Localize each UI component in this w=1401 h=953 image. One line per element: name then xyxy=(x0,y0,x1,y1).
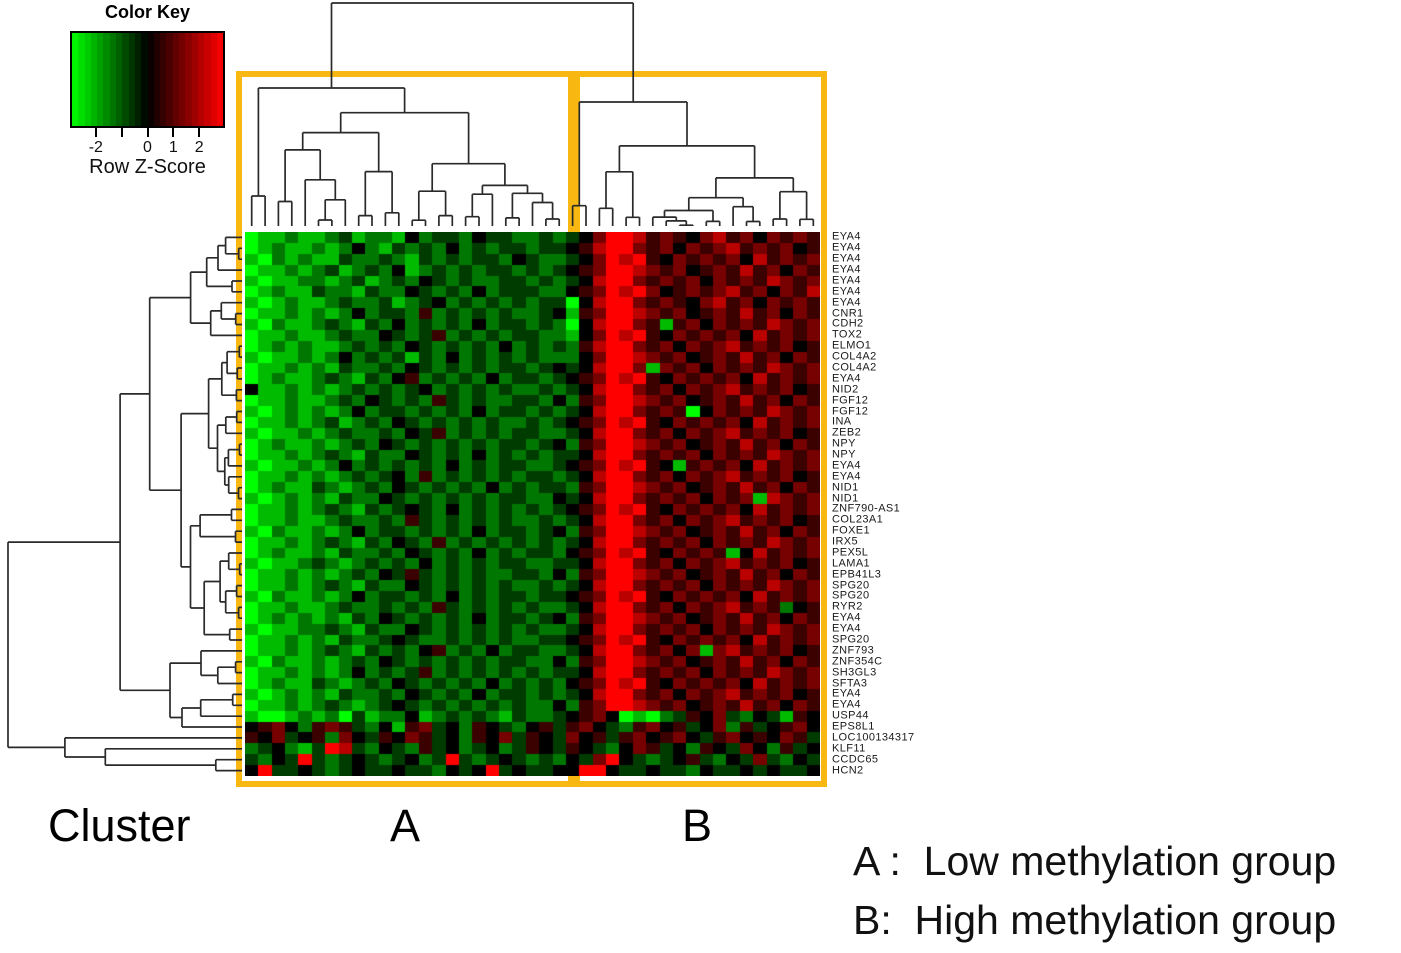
color-key-band xyxy=(84,33,91,126)
dendrogram-lines xyxy=(7,2,815,772)
gene-label: NID2 xyxy=(832,383,859,396)
cluster-b-label: B xyxy=(681,800,713,851)
gene-label: EYA4 xyxy=(832,459,861,472)
gene-label: EYA4 xyxy=(832,372,861,385)
gene-label: ZNF793 xyxy=(832,644,875,657)
color-key-tick-label: 0 xyxy=(143,139,152,156)
color-key-band xyxy=(134,33,142,126)
gene-label: EYA4 xyxy=(832,687,861,700)
gene-label: ELMO1 xyxy=(832,339,872,352)
gene-label: SPG20 xyxy=(832,589,870,602)
gene-label: EYA4 xyxy=(832,241,861,254)
color-key-band xyxy=(128,33,135,126)
gene-label: EYA4 xyxy=(832,285,861,298)
color-key-band xyxy=(78,33,85,126)
gene-label: EPB41L3 xyxy=(832,568,882,581)
gene-label: NID1 xyxy=(832,492,859,505)
color-key-title: Color Key xyxy=(104,2,191,22)
gene-label: NPY xyxy=(832,448,856,461)
color-key-band xyxy=(153,33,161,126)
color-key-band xyxy=(204,33,211,126)
gene-label: ZNF790-AS1 xyxy=(832,502,901,515)
color-key-band xyxy=(179,33,186,126)
color-key-tick xyxy=(94,128,97,137)
gene-label: SH3GL3 xyxy=(832,666,877,679)
color-key-band xyxy=(122,33,129,126)
legend-low-methylation: A : Low methylation group xyxy=(853,838,1337,884)
color-key-band xyxy=(216,33,224,126)
gene-label: CCDC65 xyxy=(832,753,879,766)
gene-label: EYA4 xyxy=(832,611,861,624)
gene-label: EYA4 xyxy=(832,296,861,309)
gene-label: SPG20 xyxy=(832,633,870,646)
color-key-band xyxy=(191,33,198,126)
gene-label: LOC100134317 xyxy=(832,731,915,744)
gene-label: COL23A1 xyxy=(832,513,884,526)
gene-label: PEX5L xyxy=(832,546,869,559)
color-key-band xyxy=(185,33,192,126)
cluster-row-header: Cluster xyxy=(48,800,191,851)
gene-label: EYA4 xyxy=(832,252,861,265)
gene-label: NPY xyxy=(832,437,856,450)
color-key-band xyxy=(197,33,205,126)
gene-label: FGF12 xyxy=(832,405,869,418)
color-key-tick-label: 2 xyxy=(194,139,204,156)
gene-label: LAMA1 xyxy=(832,557,871,570)
gene-label: FGF12 xyxy=(832,394,869,407)
color-key-band xyxy=(210,33,217,126)
gene-label: NID1 xyxy=(832,481,859,494)
color-key-band xyxy=(160,33,167,126)
gene-label: EYA4 xyxy=(832,470,861,483)
gene-label: SPG20 xyxy=(832,579,870,592)
gene-label: TOX2 xyxy=(832,328,863,341)
gene-label: KLF11 xyxy=(832,742,866,755)
gene-label: FOXE1 xyxy=(832,524,871,537)
gene-label: CNR1 xyxy=(832,307,864,320)
cluster-a-label: A xyxy=(389,800,421,851)
gene-label: INA xyxy=(832,415,852,428)
color-key-tick xyxy=(172,128,175,137)
color-key-band xyxy=(166,33,173,126)
color-key-band xyxy=(109,33,117,126)
gene-label: HCN2 xyxy=(832,764,864,777)
heatmap-matrix xyxy=(245,232,820,776)
gene-label: EPS8L1 xyxy=(832,720,875,733)
gene-label: ZNF354C xyxy=(832,655,883,668)
color-key-gradient xyxy=(70,31,225,128)
color-key-tick-label: 1 xyxy=(168,139,178,156)
gene-label: COL4A2 xyxy=(832,350,877,363)
color-key-tick xyxy=(198,128,201,137)
gene-label: EYA4 xyxy=(832,698,861,711)
gene-label: IRX5 xyxy=(832,535,859,548)
color-key-axis-label: Row Z-Score xyxy=(89,156,206,178)
gene-label: EYA4 xyxy=(832,263,861,276)
color-key-band xyxy=(90,33,98,126)
gene-label: EYA4 xyxy=(832,622,861,635)
gene-label: CDH2 xyxy=(832,317,864,330)
gene-label: SFTA3 xyxy=(832,677,868,690)
color-key-band xyxy=(147,33,154,126)
color-key-band xyxy=(72,33,79,126)
gene-label: COL4A2 xyxy=(832,361,877,374)
gene-label: RYR2 xyxy=(832,600,863,613)
gene-label: EYA4 xyxy=(832,274,861,287)
legend-high-methylation: B: High methylation group xyxy=(853,897,1337,943)
color-key-band xyxy=(103,33,110,126)
color-key-band xyxy=(172,33,180,126)
gene-label: EYA4 xyxy=(832,230,861,243)
gene-label: ZEB2 xyxy=(832,426,862,439)
color-key-tick-label: -2 xyxy=(88,139,103,156)
color-key-band xyxy=(141,33,148,126)
color-key-tick xyxy=(120,128,123,137)
color-key-band xyxy=(116,33,123,126)
gene-label: USP44 xyxy=(832,709,869,722)
color-key-tick xyxy=(146,128,149,137)
color-key-band xyxy=(97,33,104,126)
